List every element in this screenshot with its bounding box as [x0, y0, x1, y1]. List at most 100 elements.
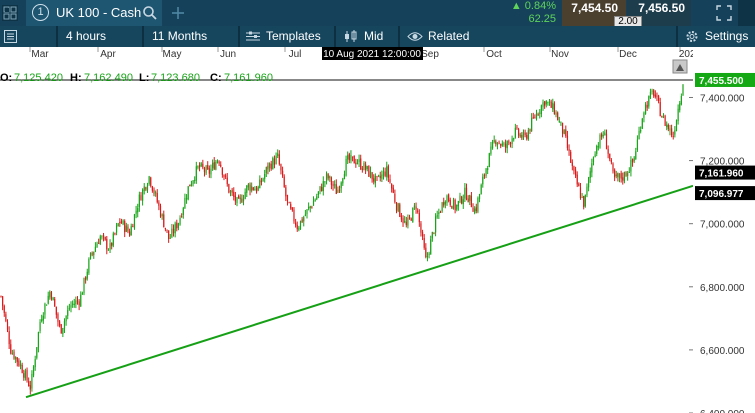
candle-body [513, 138, 515, 140]
tab-index-badge: 1 [32, 4, 49, 21]
interval-selector[interactable]: 4 hours [66, 29, 107, 43]
candle-body [189, 184, 191, 187]
candle-body [57, 314, 59, 322]
candle-body [257, 186, 259, 191]
candle-body [495, 141, 497, 145]
candle-body [545, 100, 547, 105]
expand-icon[interactable] [716, 5, 732, 21]
chart-list-icon[interactable] [4, 30, 17, 43]
candle-body [60, 324, 62, 334]
candle-body [548, 101, 551, 103]
templates-button[interactable]: Templates [266, 29, 321, 43]
eye-icon[interactable] [407, 26, 423, 47]
range-selector[interactable]: 11 Months [152, 29, 208, 43]
candle-body [518, 129, 520, 136]
candle-body [114, 233, 116, 235]
candle-body [28, 381, 30, 387]
candle-body [2, 296, 4, 306]
change-points: 62.25 [528, 13, 556, 25]
candle-body [140, 195, 142, 201]
candle-body [26, 369, 28, 381]
candle-body [272, 158, 274, 169]
candle-body [32, 366, 35, 376]
candle-body [156, 193, 158, 203]
add-tab-icon[interactable] [168, 3, 188, 23]
candle-body [293, 209, 295, 222]
candle-body [130, 226, 132, 236]
gear-icon[interactable] [684, 26, 700, 47]
candle-body [627, 172, 629, 176]
candle-body [275, 155, 277, 164]
candle-body [208, 168, 210, 174]
candle-body [340, 182, 342, 189]
candle-body [680, 96, 682, 105]
candle-body [111, 242, 113, 246]
candle-body [195, 166, 197, 181]
price-chart[interactable]: Mar Apr May Jun Jul Sep Oct Nov Dec 2022 7,400.00… [0, 47, 755, 413]
candle-body [117, 223, 119, 226]
candle-body [531, 118, 533, 132]
candle-body [561, 122, 564, 134]
candle-body [226, 177, 228, 185]
candle-body [296, 224, 298, 230]
candle-body [576, 174, 578, 185]
candle-body [404, 220, 406, 223]
candle-body [29, 385, 31, 390]
trendline[interactable] [0, 79, 694, 399]
candle-body [161, 214, 163, 217]
candle-body [327, 174, 329, 179]
candle-body [470, 195, 473, 207]
candle-body [308, 207, 310, 209]
candle-body [501, 143, 503, 146]
chart-canvas[interactable]: Mar Apr May Jun Jul Sep Oct Nov Dec 2022 7,400.00… [0, 47, 755, 413]
settings-button[interactable]: Settings [705, 29, 749, 43]
candle-body [511, 138, 513, 145]
grid-layout-icon[interactable] [2, 5, 18, 21]
candle-body [547, 102, 549, 104]
candle-body [586, 186, 588, 196]
candle-body [644, 104, 647, 114]
candle-body [125, 225, 127, 232]
candle-body [278, 154, 280, 165]
candle-body [641, 118, 643, 129]
candlestick-icon[interactable] [343, 26, 359, 47]
candle-body [373, 178, 375, 182]
candle-body [604, 132, 606, 136]
candle-body [83, 277, 85, 294]
candle-body [540, 105, 542, 115]
sell-price-button[interactable]: 7,454.50 [562, 0, 626, 26]
candle-body [485, 168, 487, 176]
instrument-bar: 1 UK 100 - Cash ▲ 0.84% 62.25 7,454.50 7… [0, 0, 755, 28]
candle-body [55, 306, 57, 315]
candle-body [514, 127, 516, 138]
candle-body [312, 201, 315, 206]
templates-icon[interactable] [245, 26, 261, 47]
candle-body [391, 184, 393, 189]
price-tick-label: 6,600.000 [700, 346, 745, 357]
candle-body [643, 112, 645, 118]
candle-body [469, 194, 471, 201]
candle-body [198, 165, 201, 168]
candle-body [438, 212, 440, 215]
candle-body [614, 169, 616, 178]
candle-body [45, 304, 48, 306]
candle-body [351, 156, 354, 158]
candle-body [454, 199, 456, 211]
buy-price-button[interactable]: 7,456.50 [627, 0, 691, 26]
related-button[interactable]: Related [428, 29, 470, 43]
candle-body [205, 166, 207, 174]
candle-body [500, 144, 502, 146]
price-type-selector[interactable]: Mid [364, 29, 384, 43]
scroll-latest-button[interactable] [672, 59, 688, 74]
candle-body [522, 132, 525, 137]
candle-body [221, 167, 223, 175]
candle-body [506, 141, 508, 149]
candle-body [392, 187, 394, 193]
candle-body [67, 310, 69, 316]
search-icon[interactable] [142, 5, 158, 21]
tab-uk100-cash[interactable]: 1 UK 100 - Cash [26, 0, 162, 26]
candle-body [381, 174, 383, 179]
candle-body [478, 194, 481, 199]
candle-body [98, 242, 100, 244]
candle-body [172, 229, 175, 234]
